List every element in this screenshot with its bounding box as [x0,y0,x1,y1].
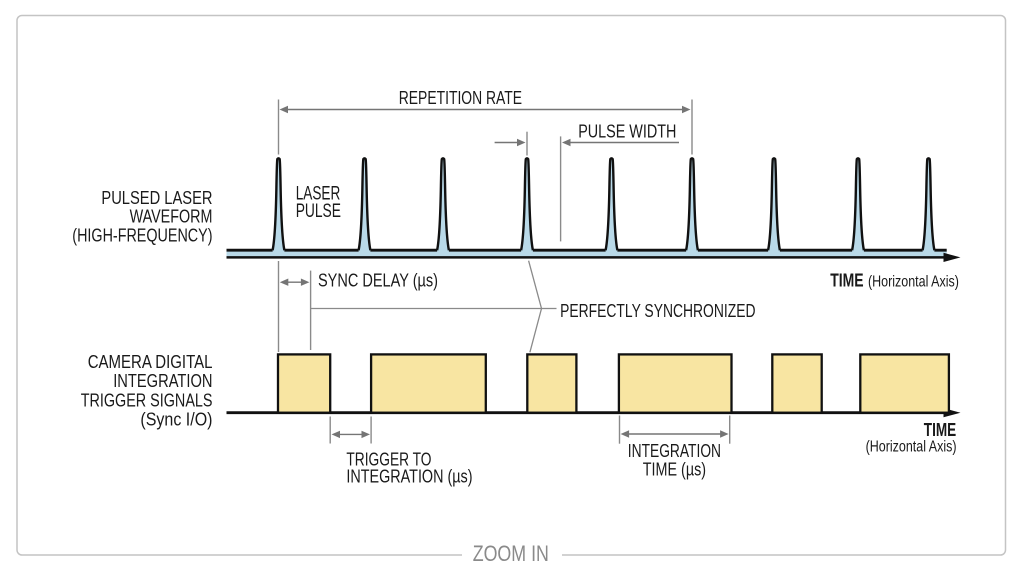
svg-text:PULSED LASER: PULSED LASER [101,187,212,208]
svg-text:PULSE WIDTH: PULSE WIDTH [578,120,676,141]
svg-text:LASER: LASER [296,182,341,204]
svg-text:INTEGRATION: INTEGRATION [113,370,212,391]
svg-text:(Horizontal Axis): (Horizontal Axis) [868,273,959,290]
svg-text:CAMERA DIGITAL: CAMERA DIGITAL [88,351,213,372]
svg-text:SYNC DELAY (µs): SYNC DELAY (µs) [318,269,438,290]
svg-text:(HIGH-FREQUENCY): (HIGH-FREQUENCY) [72,225,212,246]
svg-text:(Sync I/O): (Sync I/O) [140,409,212,430]
svg-text:INTEGRATION: INTEGRATION [628,440,721,461]
svg-text:INTEGRATION (µs): INTEGRATION (µs) [346,465,472,486]
svg-text:PULSE: PULSE [296,200,341,222]
svg-text:TIME (µs): TIME (µs) [643,458,706,479]
svg-text:TRIGGER TO: TRIGGER TO [346,448,431,469]
svg-text:REPETITION RATE: REPETITION RATE [399,87,522,108]
svg-text:ZOOM IN: ZOOM IN [473,541,549,566]
svg-text:TRIGGER SIGNALS: TRIGGER SIGNALS [81,389,213,410]
svg-text:TIME: TIME [830,269,863,290]
svg-text:TIME: TIME [924,419,956,440]
svg-text:PERFECTLY SYNCHRONIZED: PERFECTLY SYNCHRONIZED [560,300,755,321]
svg-text:(Horizontal Axis): (Horizontal Axis) [866,438,957,455]
svg-text:WAVEFORM: WAVEFORM [130,206,213,227]
